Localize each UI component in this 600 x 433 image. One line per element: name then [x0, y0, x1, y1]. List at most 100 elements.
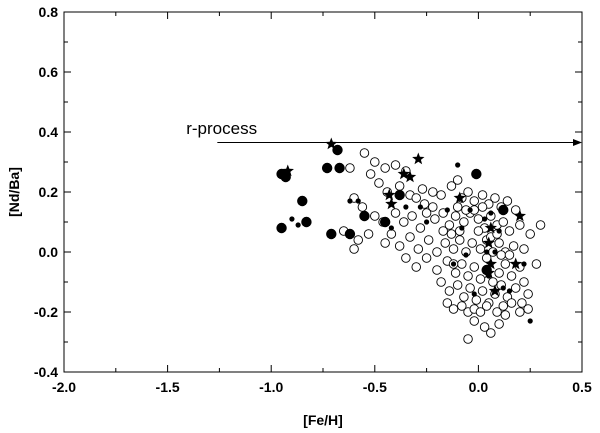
open-circle-point	[370, 211, 380, 221]
small-dot-point	[527, 318, 533, 324]
star-point	[453, 191, 466, 204]
open-circle-point	[496, 250, 506, 260]
open-circle-point	[471, 295, 482, 305]
open-circle-point	[446, 229, 457, 239]
x-tick-label: 0.0	[469, 379, 489, 395]
open-circle-point	[465, 283, 475, 293]
open-circle-point	[457, 301, 467, 311]
small-dot-point	[471, 291, 477, 297]
open-circle-point	[390, 160, 401, 170]
open-circle-point	[498, 217, 509, 227]
open-circle-point	[475, 274, 486, 284]
small-dot-point	[295, 222, 301, 228]
open-circle-point	[494, 319, 504, 329]
open-circle-point	[357, 202, 368, 212]
x-tick-labels: -2.0 -1.5 -1.0 -0.5 0.0 0.5	[52, 379, 592, 395]
filled-circle-point	[326, 228, 337, 240]
open-circle-point	[394, 241, 405, 251]
small-dot-point	[521, 261, 527, 267]
tick-marks	[63, 11, 583, 373]
star-point	[397, 167, 410, 180]
open-circle-point	[450, 211, 461, 221]
x-tick-label: -2.0	[52, 379, 76, 395]
y-tick-label: 0.4	[39, 124, 59, 140]
x-tick-label: -0.5	[363, 379, 387, 395]
filled-circle-point	[359, 210, 370, 222]
star-point	[488, 284, 502, 297]
open-circle-point	[498, 301, 509, 311]
open-circle-point	[479, 322, 490, 332]
open-circle-point	[502, 196, 513, 206]
open-circle-point	[475, 244, 486, 254]
open-circle-point	[508, 241, 519, 251]
open-circle-point	[428, 187, 438, 197]
r-process-label: r-process	[186, 119, 257, 138]
small-dot-point	[500, 285, 506, 291]
star-point	[383, 188, 396, 201]
open-circle-point	[490, 193, 500, 203]
r-process-arrow-head	[573, 139, 582, 146]
filled-circle-point	[344, 228, 356, 240]
small-dot-point	[484, 249, 490, 255]
small-dot-point	[450, 261, 457, 267]
open-circle-point	[469, 262, 480, 272]
open-circle-point	[415, 223, 426, 233]
open-circle-point	[500, 310, 511, 320]
star-point	[482, 236, 495, 249]
open-circle-point	[411, 193, 421, 203]
open-circle-point	[481, 301, 492, 311]
open-circle-point	[492, 307, 502, 317]
open-circle-point	[399, 217, 409, 227]
open-circle-point	[504, 250, 515, 260]
open-circle-point	[494, 268, 504, 278]
open-circle-point	[440, 238, 450, 248]
star-point	[484, 257, 498, 270]
open-circle-point	[463, 187, 473, 197]
filled-circle-point	[379, 216, 391, 228]
open-circle-point	[477, 190, 488, 200]
small-dot-point	[482, 216, 488, 222]
open-circle-point	[413, 244, 424, 254]
open-circle-point	[394, 181, 405, 191]
small-dot-point	[455, 162, 461, 168]
open-circle-point	[438, 226, 448, 236]
y-tick-label: 0.2	[39, 184, 59, 200]
star-point	[482, 266, 495, 279]
open-circle-point	[405, 232, 415, 242]
star-point	[513, 209, 527, 222]
x-axis-title: [Fe/H]	[303, 412, 343, 428]
star-point	[509, 257, 522, 270]
small-dot-point	[444, 207, 450, 213]
open-circle-point	[452, 280, 463, 290]
filled-circle-point	[394, 189, 405, 201]
open-circle-point	[411, 262, 421, 272]
open-circle-point	[444, 286, 455, 296]
open-circle-point	[525, 229, 535, 239]
open-circle-point	[432, 265, 442, 275]
small-dot-point	[403, 204, 409, 210]
open-circle-point	[386, 229, 397, 239]
open-circle-point	[486, 328, 496, 338]
x-tick-label: -1.5	[156, 379, 180, 395]
open-circle-point	[442, 298, 453, 308]
small-dot-point	[506, 288, 513, 294]
open-circle-point	[459, 292, 469, 302]
open-circle-point	[531, 259, 542, 269]
open-circle-point	[463, 271, 473, 281]
open-circle-point	[494, 238, 504, 248]
open-circle-point	[353, 235, 363, 245]
small-dot-point	[492, 249, 498, 255]
open-circle-point	[515, 307, 525, 317]
data-points	[276, 137, 546, 344]
open-circle-point	[523, 289, 533, 299]
open-circle-point	[469, 316, 480, 326]
open-circle-point	[473, 214, 484, 224]
open-circle-point	[510, 283, 521, 293]
open-circle-point	[452, 202, 463, 212]
filled-circle-point	[498, 204, 509, 216]
open-circle-point	[506, 298, 517, 308]
star-point	[281, 164, 294, 177]
filled-circle-point	[280, 171, 291, 183]
open-circle-point	[446, 181, 457, 191]
